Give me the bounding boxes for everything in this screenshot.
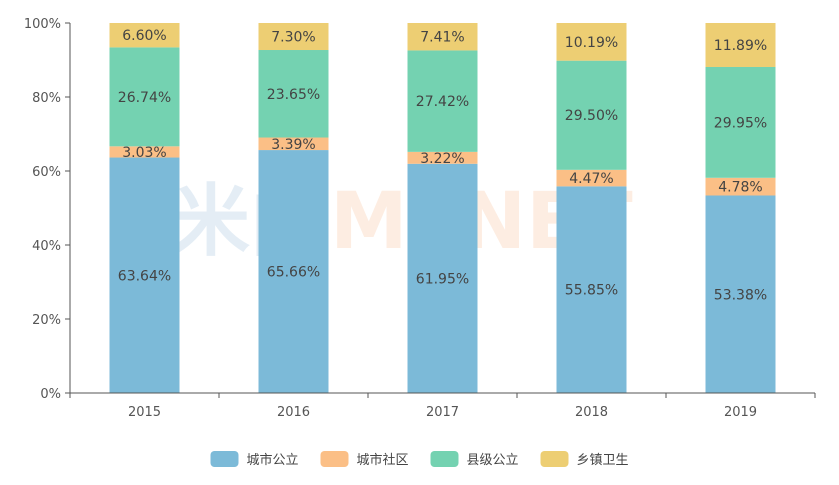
data-label-2015-4: 6.60% [122,28,166,44]
data-label-2019-3: 29.95% [714,115,767,131]
bars-layer [109,23,776,393]
y-tick-label-1: 20% [32,313,61,328]
legend-swatch-4 [540,451,569,467]
axes-layer: 0% 20% 40% 60% 80% 100% 2015 2016 2017 2018 2019 [24,17,816,420]
bar-segment-2017-1 [407,163,478,393]
bar-segment-2016-1 [258,150,329,393]
bar-segment-2015-2 [109,146,180,158]
bar-segment-2019-1 [705,195,776,393]
data-label-2017-3: 27.42% [416,94,469,110]
data-label-2015-2: 3.03% [122,145,166,161]
data-label-2019-2: 4.78% [718,180,762,196]
data-label-2017-4: 7.41% [420,30,464,46]
bar-segment-2016-3 [258,50,329,138]
bar-segment-2017-3 [407,50,478,152]
data-label-2016-1: 65.66% [267,265,320,281]
y-tick-label-2: 40% [32,239,61,254]
legend-label-3: 县级公立 [467,453,519,468]
legend-swatch-3 [430,451,459,467]
bar-segment-2015-4 [109,23,180,48]
legend-label-2: 城市社区 [357,452,409,468]
legend-swatch-2 [320,451,349,467]
legend-label-4: 乡镇卫生 [577,453,629,468]
bar-segment-2018-1 [556,186,627,393]
data-label-2019-4: 11.89% [714,38,767,54]
y-tick-label-5: 100% [24,17,61,32]
bar-segment-2016-4 [258,23,329,51]
bar-segment-2015-1 [109,157,180,393]
y-tick-label-4: 80% [32,91,61,106]
bar-segment-2016-2 [258,137,329,151]
bar-segment-2018-2 [556,169,627,187]
y-tick-label-3: 60% [32,165,61,180]
bar-segment-2018-4 [556,23,627,61]
data-label-2018-1: 55.85% [565,283,618,299]
bar-segment-2019-2 [705,177,776,196]
data-label-2018-2: 4.47% [569,171,613,187]
legend: 城市公立 城市社区 县级公立 乡镇卫生 [210,451,629,468]
data-label-2015-3: 26.74% [118,90,171,106]
legend-swatch-1 [210,451,239,467]
y-tick-label-0: 0% [40,387,61,402]
bar-segment-2019-4 [705,23,776,67]
x-tick-label-2018: 2018 [575,405,608,420]
x-tick-label-2015: 2015 [128,405,161,420]
bar-segment-2019-3 [705,66,776,178]
x-tick-label-2017: 2017 [426,405,459,420]
x-tick-label-2019: 2019 [724,405,757,420]
data-label-2016-4: 7.30% [271,30,315,46]
data-label-2019-1: 53.38% [714,287,767,303]
legend-label-1: 城市公立 [247,452,299,468]
bar-segment-2018-3 [556,60,627,170]
data-label-2017-2: 3.22% [420,151,464,167]
bar-segment-2017-4 [407,23,478,51]
x-tick-label-2016: 2016 [277,405,310,420]
data-label-2016-2: 3.39% [271,137,315,153]
data-labels-layer: 63.64% 3.03% 26.74% 6.60% 65.66% 3.39% 23.65% 7… [118,28,767,303]
bar-segment-2017-2 [407,151,478,164]
data-label-2018-3: 29.50% [565,108,618,124]
data-label-2015-1: 63.64% [118,268,171,284]
data-label-2017-1: 61.95% [416,271,469,287]
data-label-2016-3: 23.65% [267,87,320,103]
bar-segment-2015-3 [109,47,180,147]
data-label-2018-4: 10.19% [565,35,618,51]
